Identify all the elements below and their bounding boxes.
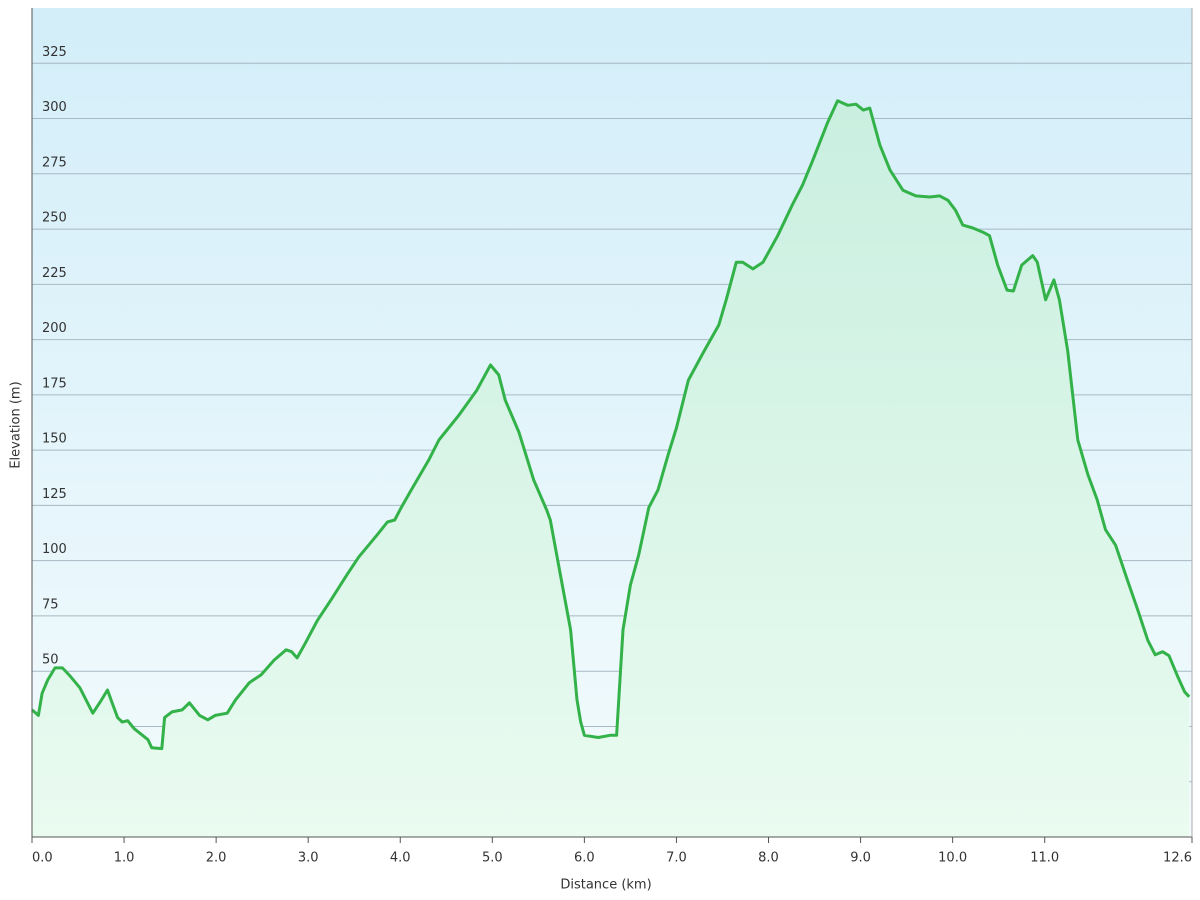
x-tick-label: 4.0: [390, 851, 411, 866]
x-tick-label: 3.0: [298, 851, 319, 866]
y-axis-label: Elevation (m): [9, 381, 24, 468]
y-tick-label: 250: [42, 211, 67, 226]
x-tick-label: 7.0: [666, 851, 687, 866]
x-tick-label: 5.0: [482, 851, 503, 866]
elevation-line: [31, 99, 1191, 751]
y-tick-label: 200: [42, 321, 67, 336]
y-tick-label: 50: [42, 653, 59, 668]
y-tick-label: 300: [42, 100, 67, 115]
x-tick-label: 1.0: [114, 851, 135, 866]
y-tick-label: 175: [42, 376, 67, 391]
y-tick-label: 125: [42, 487, 67, 502]
x-tick-label: 12.6: [1163, 851, 1192, 866]
area-fill: [32, 100, 1190, 838]
y-tick-label: 225: [42, 266, 67, 281]
x-tick-label: 6.0: [574, 851, 595, 866]
x-tick-label: 10.0: [938, 851, 967, 866]
y-tick-label: 325: [42, 45, 67, 60]
y-tick-label: 150: [42, 432, 67, 447]
x-tick-label: 9.0: [850, 851, 871, 866]
y-tick-label: 275: [42, 155, 67, 170]
x-tick-label: 0.0: [32, 851, 53, 866]
x-tick-label: 2.0: [206, 851, 227, 866]
x-axis-label: Distance (km): [560, 878, 651, 893]
x-tick-label: 8.0: [758, 851, 779, 866]
x-tick-label: 11.0: [1030, 851, 1059, 866]
y-tick-label: 100: [42, 542, 67, 557]
y-tick-label: 75: [42, 597, 59, 612]
